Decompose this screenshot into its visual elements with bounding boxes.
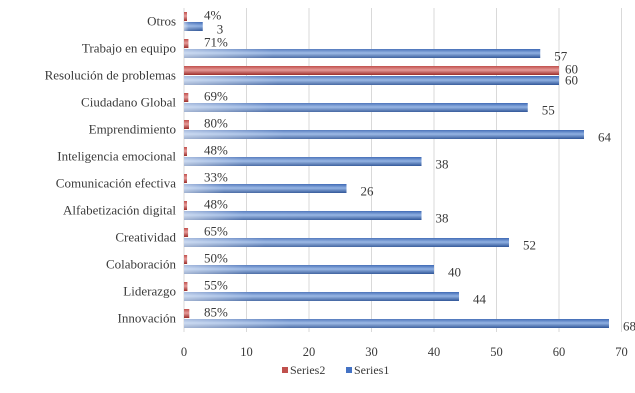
legend-swatch bbox=[282, 367, 288, 373]
data-label-series1: 38 bbox=[436, 211, 449, 226]
data-label-series1: 26 bbox=[361, 184, 375, 199]
bar-series1-highlight bbox=[184, 238, 509, 247]
bar-series2 bbox=[184, 228, 189, 237]
data-label-series2: 71% bbox=[204, 35, 228, 50]
data-label-series2: 60 bbox=[565, 62, 578, 77]
data-label-series1: 40 bbox=[448, 265, 461, 280]
bar-series2 bbox=[184, 255, 188, 264]
data-label-series1: 38 bbox=[436, 157, 449, 172]
data-label-series1: 60 bbox=[565, 73, 578, 88]
data-label-series1: 64 bbox=[598, 130, 612, 145]
bar-series2 bbox=[184, 93, 189, 102]
bar-series1-highlight bbox=[184, 319, 609, 328]
data-label-series1: 3 bbox=[217, 22, 224, 37]
bar-series1-highlight bbox=[184, 157, 422, 166]
data-label-series1: 55 bbox=[542, 103, 555, 118]
x-tick-label: 10 bbox=[240, 345, 253, 359]
legend-label: Series1 bbox=[354, 363, 389, 377]
legend-label: Series2 bbox=[290, 363, 325, 377]
bar-series1-highlight bbox=[184, 130, 584, 139]
data-label-series1: 57 bbox=[554, 49, 568, 64]
data-label-series2: 69% bbox=[204, 89, 228, 104]
bar-series1-highlight bbox=[184, 49, 541, 58]
data-label-series2: 48% bbox=[204, 197, 228, 212]
data-label-series2: 55% bbox=[204, 278, 228, 293]
bar-series2 bbox=[184, 174, 187, 183]
data-label-series2: 48% bbox=[204, 143, 228, 158]
category-label: Emprendimiento bbox=[89, 122, 176, 137]
data-label-series2: 65% bbox=[204, 224, 228, 239]
category-label: Liderazgo bbox=[123, 284, 176, 299]
bar-series1-highlight bbox=[184, 22, 203, 31]
x-tick-label: 40 bbox=[428, 345, 441, 359]
x-tick-label: 60 bbox=[553, 345, 566, 359]
category-label: Inteligencia emocional bbox=[57, 149, 176, 164]
bar-series2 bbox=[184, 120, 189, 129]
data-label-series2: 50% bbox=[204, 251, 228, 266]
bar-series2 bbox=[184, 282, 188, 291]
x-tick-label: 70 bbox=[615, 345, 628, 359]
bar-series2 bbox=[184, 309, 190, 318]
category-label: Ciudadano Global bbox=[81, 95, 176, 110]
category-label: Creatividad bbox=[115, 230, 176, 245]
x-tick-label: 30 bbox=[365, 345, 378, 359]
data-label-series1: 44 bbox=[473, 292, 487, 307]
data-label-series2: 80% bbox=[204, 116, 228, 131]
category-label: Colaboración bbox=[106, 257, 177, 272]
bar-series1-highlight bbox=[184, 184, 347, 193]
bar-series1-highlight bbox=[184, 103, 528, 112]
data-label-series2: 85% bbox=[204, 305, 228, 320]
legend-swatch bbox=[346, 367, 352, 373]
bar-series1-highlight bbox=[184, 292, 459, 301]
bar-series1-highlight bbox=[184, 76, 559, 85]
bar-series2 bbox=[184, 201, 187, 210]
x-tick-label: 50 bbox=[490, 345, 503, 359]
category-label: Innovación bbox=[118, 311, 177, 326]
data-label-series1: 52 bbox=[523, 238, 536, 253]
category-label: Trabajo en equipo bbox=[82, 41, 176, 56]
bar-series2 bbox=[184, 66, 559, 75]
bar-series1-highlight bbox=[184, 265, 434, 274]
bar-series2 bbox=[184, 147, 187, 156]
category-label: Resolución de problemas bbox=[45, 68, 176, 83]
category-label: Alfabetización digital bbox=[63, 203, 176, 218]
category-label: Otros bbox=[147, 14, 176, 29]
data-label-series2: 4% bbox=[204, 8, 222, 23]
x-tick-label: 20 bbox=[303, 345, 316, 359]
bar-series1-highlight bbox=[184, 211, 422, 220]
x-tick-label: 0 bbox=[181, 345, 187, 359]
data-label-series2: 33% bbox=[204, 170, 228, 185]
data-label-series1: 68 bbox=[623, 319, 635, 334]
category-label: Comunicación efectiva bbox=[56, 176, 176, 191]
bar-series2 bbox=[184, 12, 187, 21]
bar-series2 bbox=[184, 39, 189, 48]
